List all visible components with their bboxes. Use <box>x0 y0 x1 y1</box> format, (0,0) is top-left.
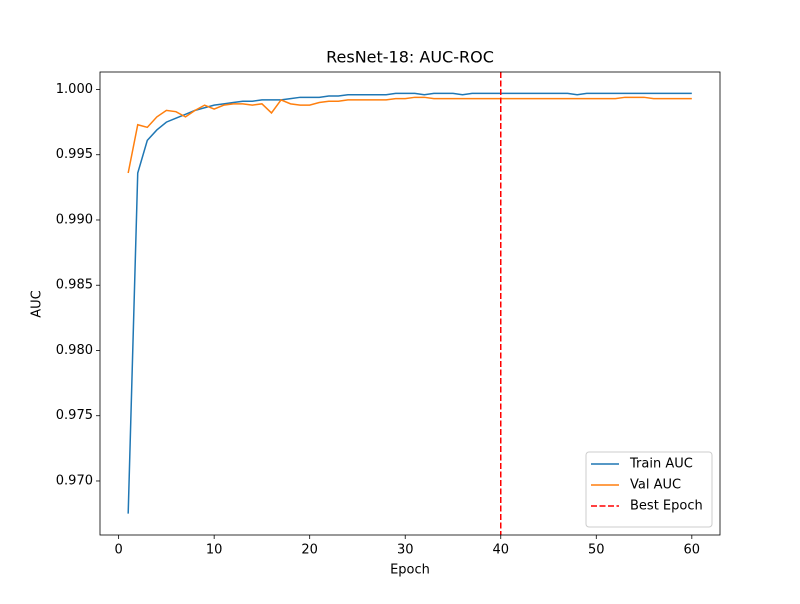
x-tick-label: 40 <box>492 543 509 558</box>
y-tick-label: 0.980 <box>56 343 93 358</box>
y-tick-label: 0.985 <box>56 278 93 293</box>
x-tick-label: 0 <box>114 543 122 558</box>
y-tick-label: 0.995 <box>56 147 93 162</box>
legend-label: Val AUC <box>630 478 681 493</box>
line-series <box>127 92 692 514</box>
y-tick-label: 0.970 <box>56 473 93 488</box>
x-tick-label: 50 <box>588 543 605 558</box>
line-series <box>127 96 692 174</box>
y-tick-label: 0.975 <box>56 408 93 423</box>
x-tick-label: 60 <box>684 543 701 558</box>
chart-title: ResNet-18: AUC-ROC <box>326 48 494 67</box>
plot-frame <box>99 71 721 536</box>
y-axis-label: AUC <box>30 290 45 318</box>
x-tick-label: 30 <box>397 543 414 558</box>
y-tick-label: 1.000 <box>56 82 93 97</box>
x-tick-label: 10 <box>206 543 223 558</box>
y-tick-label: 0.990 <box>56 212 93 227</box>
legend-label: Train AUC <box>629 457 693 472</box>
legend-label: Best Epoch <box>630 499 703 514</box>
legend <box>585 451 713 528</box>
x-tick-label: 20 <box>301 543 318 558</box>
x-axis-label: Epoch <box>390 563 430 578</box>
